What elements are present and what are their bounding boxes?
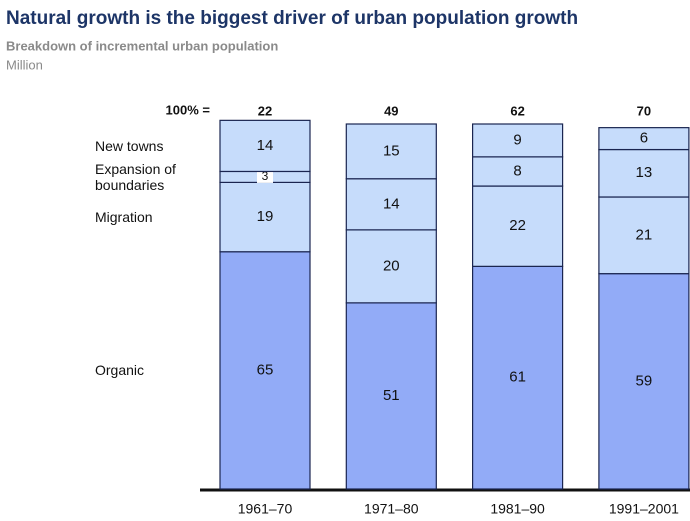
totals-label: 100% =: [166, 102, 211, 117]
value-label: 9: [513, 131, 521, 148]
bar-segment: [345, 302, 437, 490]
bar-segment: [472, 156, 564, 187]
value-label: 8: [513, 162, 521, 179]
bar-segment: [472, 185, 564, 267]
legend-label: Migration: [95, 209, 153, 226]
value-label: 65: [257, 361, 274, 378]
bar-segment: [598, 127, 690, 151]
chart-title: Natural growth is the biggest driver of …: [6, 8, 578, 29]
value-label: 20: [383, 257, 400, 274]
bar-segment: [219, 251, 311, 490]
total-label: 22: [258, 103, 272, 118]
bar-segment: [345, 178, 437, 231]
bar-segment: [472, 123, 564, 158]
x-tick-label: 1991–2001: [609, 501, 679, 517]
legend-label: Organic: [95, 362, 145, 379]
value-label: 15: [383, 142, 400, 159]
total-label: 62: [510, 103, 524, 118]
bar-segment: [345, 229, 437, 304]
value-label: 19: [257, 208, 274, 225]
legend-label: New towns: [95, 137, 164, 154]
value-label: 51: [383, 387, 400, 404]
bar-segment: [598, 196, 690, 275]
label-bg: [257, 170, 273, 183]
total-label: 49: [384, 103, 398, 118]
bar-segment: [219, 181, 311, 253]
value-label: 3: [262, 169, 269, 183]
bar-segment: [345, 123, 437, 180]
value-label: 14: [257, 137, 274, 154]
value-label: 13: [636, 164, 653, 181]
value-label: 21: [636, 226, 653, 243]
value-label: 22: [509, 217, 526, 234]
unit-label: Million: [6, 57, 43, 72]
value-label: 59: [636, 372, 653, 389]
total-label: 70: [637, 103, 651, 118]
value-label: 61: [509, 369, 526, 386]
bar-segment: [219, 119, 311, 173]
value-label: 14: [383, 195, 400, 212]
x-tick-label: 1971–80: [364, 501, 419, 517]
x-tick-label: 1961–70: [238, 501, 293, 517]
legend-label: Expansion of boundaries: [95, 160, 176, 193]
chart-subtitle: Breakdown of incremental urban populatio…: [6, 38, 278, 53]
value-label: 6: [640, 130, 648, 147]
x-tick-label: 1981–90: [490, 501, 545, 517]
